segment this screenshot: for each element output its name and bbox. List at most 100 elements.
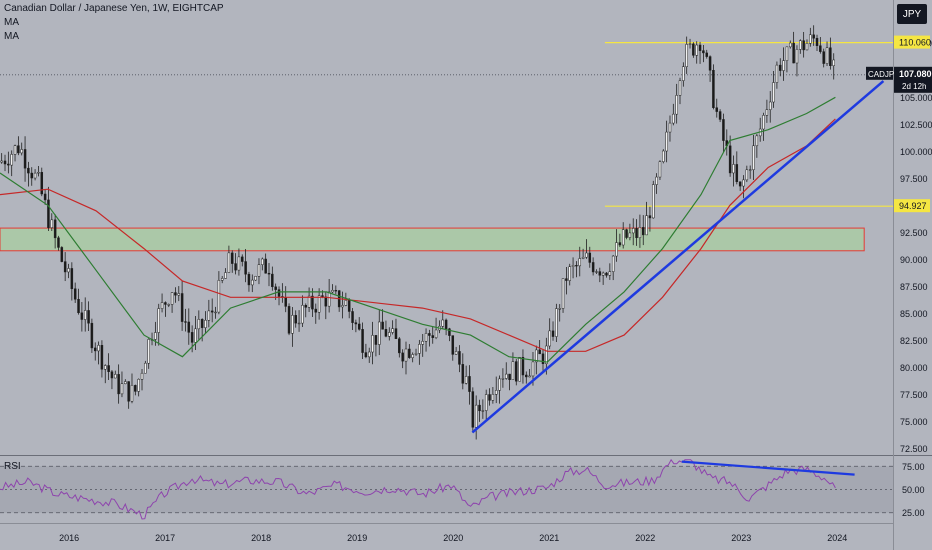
candle-body [391, 328, 394, 333]
time-tick-label: 2021 [539, 533, 559, 543]
candle-body [461, 364, 465, 384]
currency-button[interactable]: JPY [897, 4, 927, 24]
candle-body [498, 378, 501, 391]
candle-body [53, 219, 57, 239]
candle-body [371, 335, 374, 353]
rsi-panel [0, 458, 893, 520]
candle-body [795, 49, 799, 64]
candle-body [200, 319, 204, 328]
candle-body [468, 376, 471, 392]
candle-body [768, 101, 772, 110]
candle-body [434, 329, 438, 338]
candle-body [237, 256, 241, 271]
candle-body [3, 160, 7, 165]
candle-body [672, 113, 675, 124]
candle-body [628, 232, 632, 238]
rsi-axis[interactable]: 25.00 50.00 75.00 [902, 462, 925, 518]
symbol-tag-box [866, 66, 893, 80]
candle-body [742, 179, 745, 187]
candle-body [618, 242, 622, 246]
candle-body [662, 150, 665, 162]
candle-body [23, 149, 27, 169]
candle-body [511, 361, 515, 380]
candle-body [154, 332, 157, 340]
candle-body [448, 328, 451, 336]
ma-legend-2[interactable]: MA [4, 31, 19, 42]
candle-body [210, 310, 214, 313]
candle-body [411, 354, 414, 358]
candle-body [585, 252, 588, 258]
candle-body [224, 272, 227, 279]
candle-body [785, 46, 789, 61]
candle-body [595, 271, 598, 273]
support-zone-rect [0, 227, 865, 252]
candle-body [47, 199, 50, 228]
level-tag-box-1 [894, 199, 930, 213]
candle-body [264, 258, 267, 274]
price-tick-label: 75.000 [900, 417, 928, 427]
candle-body [825, 47, 829, 64]
candle-body [822, 51, 825, 64]
candle-body [571, 265, 575, 267]
candle-body [625, 229, 628, 238]
rsi-line [0, 458, 836, 520]
candle-body [488, 394, 491, 401]
candle-body [37, 172, 40, 174]
candle-body [190, 332, 194, 343]
candle-body [648, 215, 652, 219]
candle-body [735, 164, 739, 182]
candle-body [251, 279, 254, 286]
candle-body [287, 306, 291, 334]
ma-legend-1[interactable]: MA [4, 17, 19, 28]
candle-body [291, 315, 294, 334]
candle-body [234, 263, 237, 271]
price-tag-value: 107.080 [899, 69, 932, 79]
candle-body [187, 321, 191, 333]
candle-body [40, 172, 44, 195]
candle-body [347, 300, 351, 312]
candle-body [124, 381, 127, 384]
candle-body [180, 293, 184, 322]
candle-body [271, 273, 274, 288]
rsi-tick-label: 75.00 [902, 462, 925, 472]
candle-body [635, 228, 638, 239]
candle-body [829, 47, 832, 66]
price-axis[interactable]: 72.500 75.000 77.500 80.000 82.500 85.000 87.5… [900, 39, 932, 454]
candle-body [7, 163, 10, 166]
level-tag-label: 94.927 [899, 201, 927, 211]
candle-body [665, 131, 668, 152]
candle-body [692, 43, 695, 56]
price-tick-label: 72.500 [900, 444, 928, 454]
candle-body [641, 227, 645, 236]
chart-title: Canadian Dollar / Japanese Yen, 1W, EIGH… [4, 3, 224, 14]
candle-body [67, 268, 70, 273]
candle-body [655, 176, 658, 185]
candle-body [558, 308, 561, 310]
price-tick-label: 77.500 [900, 390, 928, 400]
candle-body [732, 164, 735, 174]
candle-body [134, 385, 137, 392]
candle-body [815, 37, 819, 46]
candle-body [652, 184, 655, 219]
candle-body [10, 154, 13, 166]
candle-body [779, 64, 782, 71]
candle-body [591, 262, 595, 273]
candle-body [698, 44, 702, 51]
candle-body [414, 353, 418, 355]
candle-body [107, 365, 110, 372]
candle-body [147, 339, 150, 364]
candle-body [294, 315, 297, 324]
candle-body [765, 109, 769, 116]
candle-body [267, 272, 271, 275]
candle-body [90, 322, 94, 349]
candle-body [712, 69, 715, 108]
level-tag-box-0 [894, 35, 930, 49]
rsi-legend[interactable]: RSI [4, 461, 21, 472]
price-tick-label: 100.000 [900, 147, 932, 157]
trendline [471, 80, 885, 434]
rsi-tick-label: 25.00 [902, 508, 925, 518]
time-axis[interactable]: 2016 2017 2018 2019 2020 2021 2022 2023 2024 [59, 533, 847, 543]
candle-body [381, 321, 384, 330]
candle-body [247, 273, 251, 286]
